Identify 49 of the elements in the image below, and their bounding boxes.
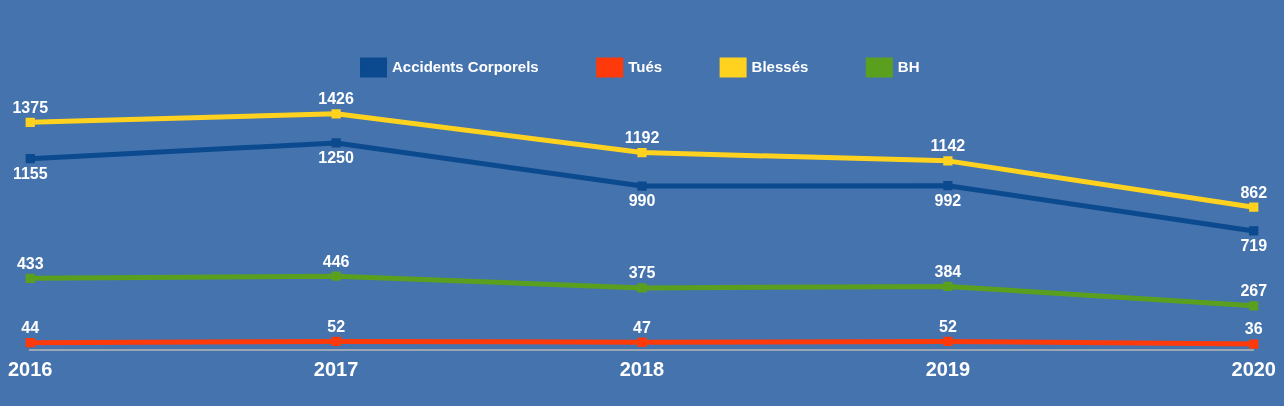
point — [637, 283, 647, 293]
point — [25, 338, 35, 348]
data-label: 719 — [1240, 237, 1268, 255]
x-tick-label: 2019 — [925, 357, 971, 380]
point — [943, 336, 953, 347]
point — [331, 109, 341, 119]
x-tick-label: 2016 — [8, 357, 53, 380]
data-label: 47 — [633, 318, 651, 336]
data-label: 1375 — [12, 98, 49, 116]
point — [331, 271, 341, 281]
point — [331, 336, 341, 347]
point — [637, 181, 647, 191]
point — [943, 156, 953, 166]
data-label: 1426 — [318, 90, 355, 108]
data-label: 446 — [322, 252, 350, 270]
legend-label: Blessés — [751, 57, 809, 75]
legend-label: BH — [897, 57, 920, 75]
legend-label: Tués — [628, 57, 663, 75]
point — [25, 154, 35, 164]
point — [25, 273, 35, 283]
point — [943, 181, 953, 191]
data-label: 36 — [1244, 320, 1263, 338]
point — [637, 147, 647, 158]
data-label: 862 — [1240, 183, 1268, 201]
x-tick-label: 2017 — [313, 357, 359, 380]
data-label: 44 — [21, 319, 40, 337]
point — [1249, 301, 1259, 311]
data-label: 990 — [628, 192, 656, 210]
data-label: 384 — [934, 262, 962, 280]
point — [637, 337, 647, 347]
legend-label: Accidents Corporels — [392, 57, 539, 75]
point — [943, 281, 953, 292]
point — [331, 138, 341, 148]
point — [1249, 226, 1259, 236]
data-label: 1142 — [930, 137, 966, 155]
point — [1249, 202, 1259, 212]
data-label: 375 — [628, 264, 656, 282]
data-label: 992 — [934, 192, 962, 210]
data-label: 433 — [16, 254, 44, 272]
point — [1249, 339, 1259, 349]
data-label: 1155 — [12, 165, 48, 183]
x-tick-label: 2018 — [619, 357, 665, 380]
data-label: 1192 — [624, 128, 660, 146]
point — [25, 117, 35, 127]
data-label: 1250 — [318, 149, 355, 167]
data-label: 52 — [327, 317, 346, 335]
data-label: 267 — [1240, 282, 1268, 300]
x-tick-label: 2020 — [1231, 357, 1276, 380]
data-label: 52 — [938, 317, 957, 335]
